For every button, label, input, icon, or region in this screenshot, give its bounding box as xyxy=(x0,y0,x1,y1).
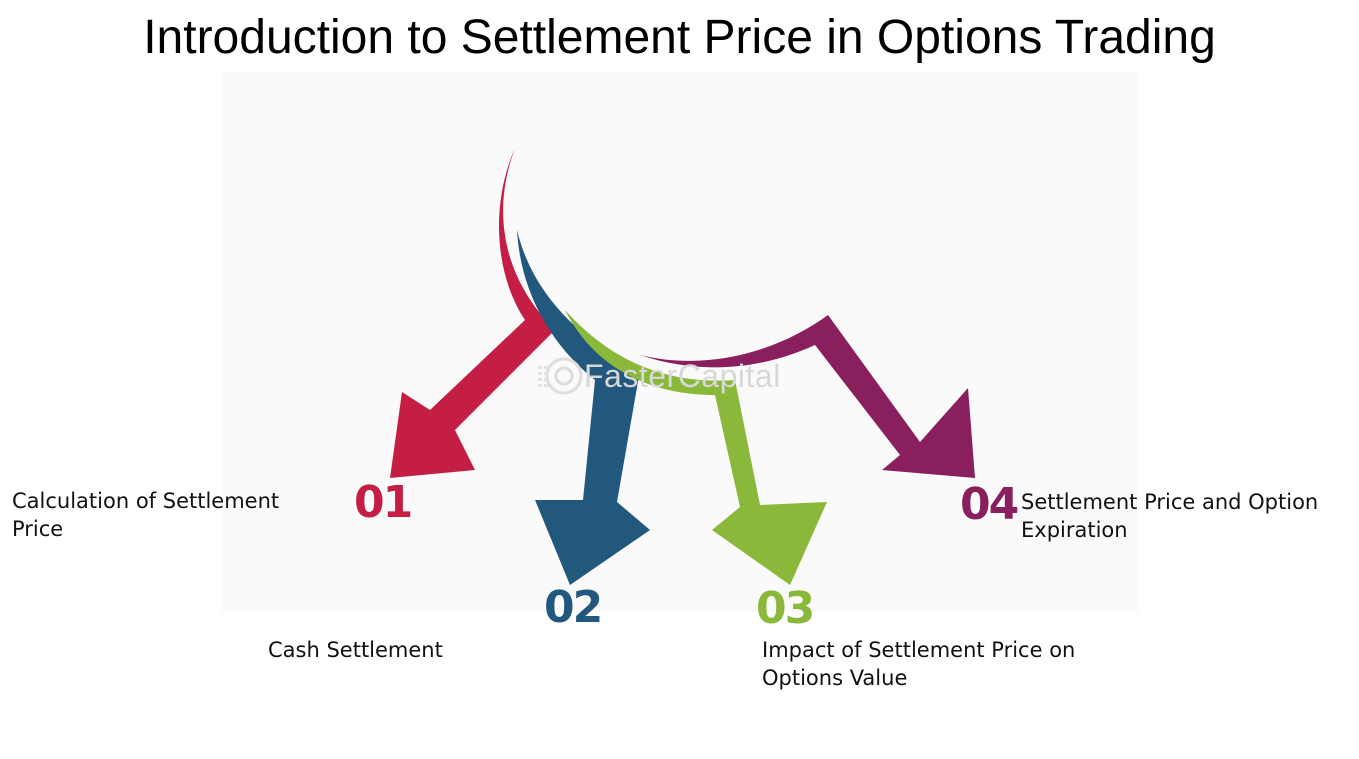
step-label-01: Calculation of Settlement Price xyxy=(12,489,280,541)
gear-icon xyxy=(538,357,583,395)
step-number-02: 02 xyxy=(544,582,603,633)
watermark: FasterCapital xyxy=(536,352,826,402)
diagram-background xyxy=(222,72,1138,612)
arrow-04 xyxy=(640,315,975,478)
step-number-04: 04 xyxy=(960,479,1019,530)
watermark-text: FasterCapital xyxy=(584,358,781,394)
page-title: Introduction to Settlement Price in Opti… xyxy=(143,11,1216,64)
step-label-03: Impact of Settlement Price on Options Va… xyxy=(762,638,1076,690)
arrow-01 xyxy=(390,148,555,478)
step-number-01: 01 xyxy=(354,477,413,528)
arrow-02 xyxy=(517,230,650,585)
arrow-03 xyxy=(565,310,827,585)
step-label-04: Settlement Price and Option Expiration xyxy=(1021,490,1319,542)
step-number-03: 03 xyxy=(756,583,815,634)
step-label-02: Cash Settlement xyxy=(268,638,443,662)
